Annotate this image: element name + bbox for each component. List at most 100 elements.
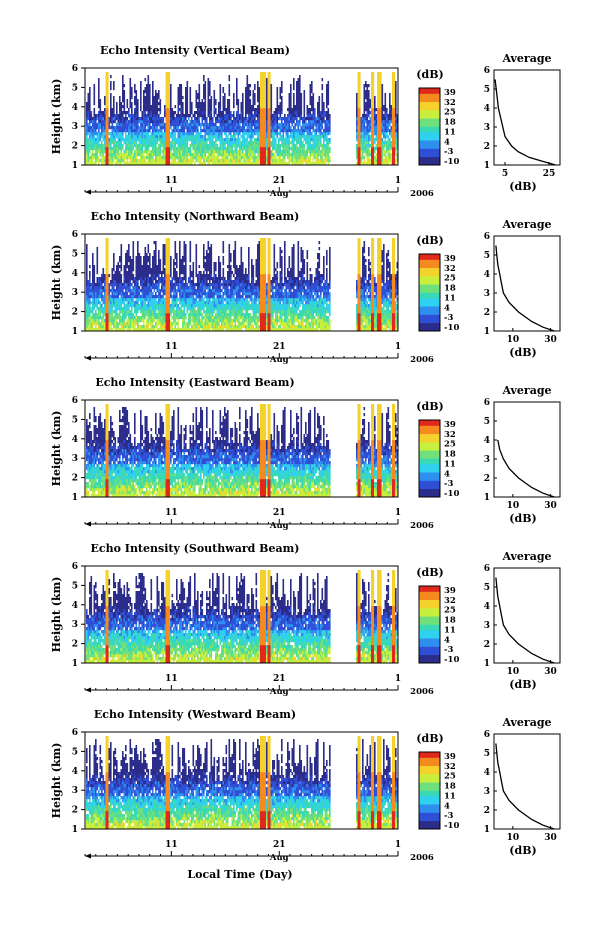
heatmap-cell [113, 135, 115, 138]
heatmap-cell [239, 150, 241, 153]
heatmap-cell [197, 105, 199, 108]
heatmap-cell [98, 87, 100, 90]
heatmap-cell [149, 108, 151, 111]
heatmap-cell [379, 111, 381, 114]
heatmap-cell [218, 153, 220, 156]
heatmap-cell [289, 129, 291, 132]
heatmap-cell [131, 93, 133, 96]
heatmap-cell [262, 108, 264, 111]
heatmap-cell [308, 123, 310, 126]
heatmap-cell [106, 120, 108, 123]
heatmap-cell [157, 111, 159, 114]
heatmap-cell [176, 114, 178, 117]
heatmap-cell [173, 123, 175, 126]
heatmap-cell [278, 144, 280, 147]
heatmap-cell [304, 90, 306, 93]
heatmap-cell [124, 153, 126, 156]
heatmap-cell [265, 150, 267, 153]
heatmap-cell [124, 292, 126, 295]
heatmap-cell [247, 90, 249, 93]
heatmap-cell [106, 238, 108, 241]
heatmap-cell [296, 84, 298, 87]
heatmap-cell [256, 123, 258, 126]
heatmap-cell [110, 310, 112, 313]
heatmap-cell [302, 159, 304, 162]
heatmap-cell [187, 129, 189, 132]
heatmap-cell [328, 138, 330, 141]
heatmap-cell [394, 75, 396, 78]
heatmap-cell [178, 126, 180, 129]
heatmap-cell [220, 87, 222, 90]
heatmap-cell [215, 150, 217, 153]
heatmap-cell [197, 144, 199, 147]
heatmap-cell [301, 150, 303, 153]
heatmap-cell [311, 132, 313, 135]
heatmap-cell [136, 271, 138, 274]
heatmap-cell [275, 117, 277, 120]
heatmap-cell [301, 138, 303, 141]
heatmap-cell [110, 304, 112, 307]
heatmap-cell [86, 159, 88, 162]
heatmap-cell [169, 105, 171, 108]
heatmap-cell [224, 108, 226, 111]
heatmap-cell [256, 156, 258, 159]
heatmap-cell [368, 96, 370, 99]
heatmap-cell [236, 159, 238, 162]
heatmap-cell [106, 268, 108, 271]
heatmap-cell [146, 108, 148, 111]
heatmap-cell [98, 144, 100, 147]
heatmap-cell [95, 283, 97, 286]
heatmap-cell [244, 120, 246, 123]
heatmap-cell [131, 108, 133, 111]
heatmap-cell [113, 277, 115, 280]
heatmap-cell [326, 102, 328, 105]
heatmap-cell [212, 126, 214, 129]
heatmap-cell [266, 144, 268, 147]
heatmap-cell [286, 150, 288, 153]
colorbar-segment [419, 102, 440, 105]
heatmap-cell [197, 156, 199, 159]
heatmap-cell [380, 108, 382, 111]
heatmap-cell [236, 90, 238, 93]
heatmap-cell [109, 322, 111, 325]
heatmap-cell [160, 126, 162, 129]
heatmap-cell [221, 159, 223, 162]
heatmap-cell [115, 129, 117, 132]
heatmap-cell [136, 141, 138, 144]
heatmap-cell [193, 114, 195, 117]
heatmap-cell [98, 289, 100, 292]
heatmap-cell [98, 325, 100, 328]
heatmap-cell [151, 138, 153, 141]
heatmap-cell [221, 123, 223, 126]
heatmap-cell [256, 120, 258, 123]
heatmap-cell [238, 114, 240, 117]
heatmap-cell [253, 150, 255, 153]
heatmap-cell [242, 99, 244, 102]
heatmap-cell [139, 132, 141, 135]
heatmap-cell [292, 114, 294, 117]
heatmap-cell [310, 96, 312, 99]
heatmap-cell [92, 301, 94, 304]
heatmap-cell [178, 135, 180, 138]
heatmap-cell [257, 111, 259, 114]
heatmap-cell [122, 144, 124, 147]
heatmap-cell [377, 117, 379, 120]
heatmap-cell [97, 307, 99, 310]
heatmap-cell [91, 292, 93, 295]
heatmap-cell [365, 117, 367, 120]
heatmap-cell [385, 153, 387, 156]
heatmap-cell [362, 123, 364, 126]
heatmap-cell [280, 156, 282, 159]
heatmap-cell [115, 138, 117, 141]
heatmap-cell [199, 96, 201, 99]
heatmap-cell [107, 259, 109, 262]
heatmap-cell [379, 99, 381, 102]
heatmap-cell [92, 307, 94, 310]
heatmap-cell [260, 138, 262, 141]
heatmap-cell [203, 78, 205, 81]
heatmap-cell [277, 87, 279, 90]
heatmap-cell [149, 156, 151, 159]
heatmap-cell [97, 156, 99, 159]
heatmap-cell [182, 120, 184, 123]
heatmap-cell [248, 120, 250, 123]
